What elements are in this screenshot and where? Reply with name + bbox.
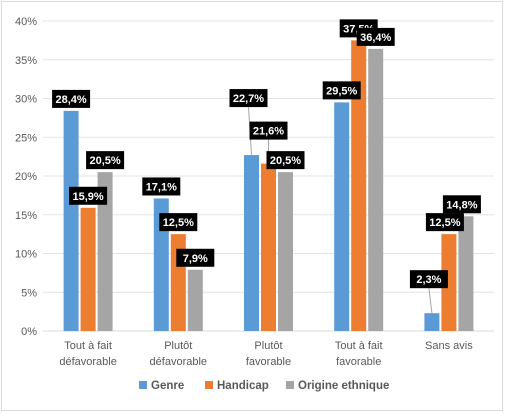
data-label-box	[266, 151, 305, 170]
bar	[170, 234, 186, 331]
data-label-box	[86, 151, 125, 170]
data-label: 14,8%	[446, 199, 477, 211]
legend-swatch	[286, 381, 294, 389]
y-tick-label: 15%	[15, 210, 37, 222]
data-label-box	[409, 270, 448, 289]
y-tick-label: 20%	[15, 171, 37, 183]
bar	[187, 269, 203, 331]
bar	[458, 216, 474, 331]
x-tick-label: favorable	[336, 356, 381, 368]
bar	[261, 163, 276, 331]
y-tick-label: 0%	[21, 326, 37, 338]
bar	[334, 102, 350, 331]
x-tick-label: Plutôt	[164, 340, 192, 352]
data-label-box	[159, 213, 198, 232]
data-label: 2,3%	[416, 274, 441, 286]
y-tick-label: 25%	[15, 132, 37, 144]
bar	[351, 40, 367, 331]
data-label-box	[69, 186, 108, 205]
legend-label: Genre	[151, 380, 184, 392]
data-label-box	[322, 81, 361, 100]
data-label-box	[249, 121, 288, 140]
data-label-box	[425, 213, 464, 232]
y-tick-label: 40%	[15, 16, 37, 28]
x-tick-label: Tout à fait	[64, 340, 112, 352]
data-label-box	[442, 195, 481, 214]
data-label: 21,6%	[253, 126, 284, 138]
data-label: 28,4%	[55, 94, 86, 106]
data-label: 17,1%	[146, 181, 177, 193]
y-tick-label: 35%	[15, 55, 37, 67]
x-tick-label: Plutôt	[254, 340, 282, 352]
legend-label: Origine ethnique	[298, 380, 389, 392]
data-label: 15,9%	[72, 191, 103, 203]
data-label: 12,5%	[429, 217, 460, 229]
bar	[424, 313, 440, 331]
leader-line	[428, 288, 433, 314]
x-tick-label: défavorable	[150, 356, 208, 368]
data-label-box	[176, 248, 215, 267]
legend-label: Handicap	[217, 380, 269, 392]
x-tick-label: défavorable	[59, 356, 117, 368]
data-label: 29,5%	[326, 85, 357, 97]
data-label: 7,9%	[183, 253, 208, 265]
bar	[244, 155, 259, 331]
bar	[278, 172, 293, 331]
x-tick-label: favorable	[246, 356, 291, 368]
data-label: 12,5%	[163, 217, 194, 229]
data-label: 36,4%	[360, 32, 391, 44]
data-label-box	[142, 177, 181, 196]
bar	[153, 198, 169, 331]
y-tick-label: 30%	[15, 94, 37, 106]
data-labels: 28,4% 17,1% 22,7% 29,5% 2,3% 15,9% 12,5% 21,6% 3…	[52, 19, 481, 314]
bar	[368, 48, 384, 332]
data-label-box	[356, 27, 395, 46]
bars	[63, 40, 474, 332]
bar	[97, 172, 113, 331]
bar	[441, 234, 457, 331]
legend-swatch	[205, 381, 213, 389]
y-axis: 0% 5% 10% 15% 20% 25% 30% 35% 40%	[15, 16, 37, 338]
bar	[80, 207, 96, 331]
x-tick-label: Sans avis	[425, 340, 473, 352]
x-axis: Tout à fait défavorable Plutôt défavorable P…	[59, 340, 473, 368]
data-label: 22,7%	[233, 93, 264, 105]
legend-swatch	[139, 381, 147, 389]
x-tick-label: Tout à fait	[335, 340, 383, 352]
legend: Genre Handicap Origine ethnique	[139, 380, 389, 392]
data-label: 20,5%	[270, 155, 301, 167]
y-tick-label: 10%	[15, 249, 37, 261]
data-label: 20,5%	[89, 155, 120, 167]
bar	[63, 110, 79, 332]
y-tick-label: 5%	[21, 287, 37, 299]
data-label-box	[52, 89, 91, 108]
data-label-box	[229, 89, 268, 108]
